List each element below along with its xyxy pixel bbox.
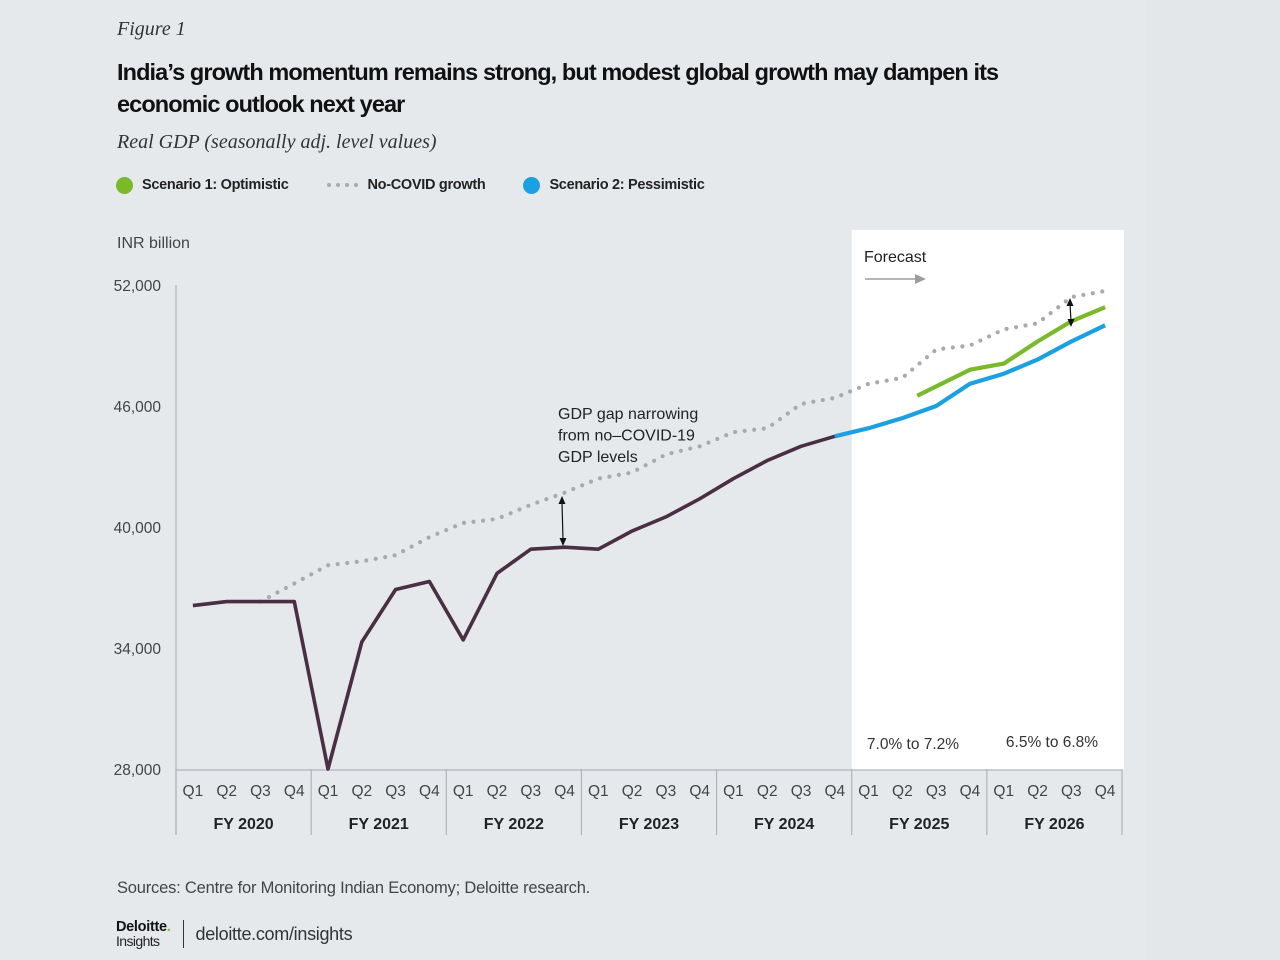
- x-tick-quarter: Q4: [284, 783, 305, 800]
- sources-note: Sources: Centre for Monitoring Indian Ec…: [117, 879, 591, 897]
- x-tick-quarter: Q3: [791, 783, 812, 800]
- legend-label: No-COVID growth: [367, 177, 486, 193]
- annotations: GDP gap narrowing from no–COVID-19 GDP lev…: [558, 249, 1098, 753]
- legend-dotted-line-icon: [326, 183, 358, 187]
- x-tick-quarter: Q4: [824, 783, 845, 800]
- x-tick-quarter: Q1: [183, 783, 204, 800]
- x-tick-quarter: Q2: [487, 783, 508, 800]
- x-tick-fiscal-year: FY 2025: [889, 816, 949, 833]
- deloitte-insights-logo: Deloitte. Insights: [116, 920, 171, 948]
- x-tick-quarter: Q1: [993, 783, 1014, 800]
- brand-sub: Insights: [116, 933, 160, 949]
- series-line-no-covid-growth: [258, 288, 1108, 604]
- x-tick-quarter: Q4: [689, 783, 710, 800]
- x-tick-quarter: Q2: [351, 783, 372, 800]
- double-arrow-icon: [1066, 298, 1075, 327]
- legend-item-optimistic: Scenario 1: Optimistic: [116, 176, 289, 194]
- x-tick-quarter: Q4: [960, 783, 981, 800]
- x-tick-quarter: Q3: [250, 783, 271, 800]
- x-tick-quarter: Q3: [926, 783, 947, 800]
- figure-label: Figure 1: [117, 18, 186, 40]
- growth-rate-fy2026: 6.5% to 6.8%: [1006, 734, 1098, 751]
- y-axis-ticks: 28,000 34,000 40,000 46,000 52,000: [114, 278, 162, 779]
- annotation-line: GDP levels: [558, 449, 638, 466]
- x-tick-quarter: Q4: [554, 783, 575, 800]
- x-tick-quarter: Q1: [318, 783, 339, 800]
- x-tick-quarter: Q3: [520, 783, 541, 800]
- brand-url-link[interactable]: deloitte.com/insights: [195, 923, 353, 944]
- brand-name: Deloitte: [116, 919, 167, 935]
- y-tick-label: 34,000: [114, 641, 162, 658]
- y-tick-label: 52,000: [114, 278, 162, 295]
- forecast-arrow-icon: [865, 274, 926, 284]
- brand-divider: [182, 920, 184, 948]
- brand-footer: Deloitte. Insights deloitte.com/insights: [116, 920, 353, 948]
- legend-label: Scenario 2: Pessimistic: [549, 177, 705, 193]
- x-tick-fiscal-year: FY 2022: [484, 816, 544, 833]
- x-axis-labels: Q1 Q2 Q3 Q4 FY 2020 Q1 Q2 Q3 Q4 FY 2021 Q1 Q2 Q3 Q4 FY…: [175, 769, 1123, 835]
- x-tick-fiscal-year: FY 2023: [619, 816, 679, 833]
- y-tick-label: 28,000: [114, 762, 162, 779]
- brand-dot-icon: .: [166, 919, 171, 935]
- x-tick-quarter: Q3: [1061, 783, 1082, 800]
- x-tick-quarter: Q3: [656, 783, 677, 800]
- x-tick-quarter: Q1: [588, 783, 609, 800]
- x-tick-fiscal-year: FY 2021: [349, 816, 409, 833]
- chart-title: India’s growth momentum remains strong, …: [117, 59, 999, 117]
- x-tick-quarter: Q3: [385, 783, 406, 800]
- legend-dot-blue-icon: [523, 176, 541, 194]
- annotation-line: GDP gap narrowing: [558, 406, 698, 423]
- x-tick-quarter: Q1: [858, 783, 879, 800]
- x-tick-quarter: Q4: [419, 783, 440, 800]
- x-tick-fiscal-year: FY 2024: [754, 816, 814, 833]
- x-tick-quarter: Q2: [892, 783, 913, 800]
- legend-dot-green-icon: [116, 176, 133, 194]
- y-axis-unit-label: INR billion: [117, 235, 190, 252]
- series-line-scenario-1-optimistic: [916, 305, 1106, 398]
- y-tick-label: 40,000: [114, 520, 162, 537]
- y-tick-label: 46,000: [114, 399, 162, 416]
- x-tick-quarter: Q2: [622, 783, 643, 800]
- x-tick-fiscal-year: FY 2020: [213, 816, 273, 833]
- x-tick-fiscal-year: FY 2026: [1024, 816, 1084, 833]
- x-tick-quarter: Q4: [1095, 783, 1116, 800]
- forecast-region: [851, 230, 1124, 770]
- legend-item-no-covid: No-COVID growth: [326, 177, 486, 193]
- x-tick-quarter: Q2: [757, 783, 778, 800]
- growth-rate-fy2025: 7.0% to 7.2%: [867, 736, 959, 753]
- chart-subtitle: Real GDP (seasonally adj. level values): [117, 131, 437, 153]
- legend-label: Scenario 1: Optimistic: [142, 177, 289, 193]
- series-line-actual: [192, 434, 836, 771]
- legend: Scenario 1: Optimistic No-COVID growth S…: [116, 174, 743, 196]
- double-arrow-icon: [558, 496, 567, 546]
- annotation-gdp-gap: GDP gap narrowing from no–COVID-19 GDP lev…: [558, 406, 698, 466]
- x-tick-quarter: Q2: [1027, 783, 1048, 800]
- series-line-scenario-2-pessimistic: [834, 323, 1107, 439]
- x-tick-quarter: Q1: [453, 783, 474, 800]
- x-tick-quarter: Q2: [216, 783, 237, 800]
- series-lines: [192, 288, 1108, 771]
- annotation-line: from no–COVID-19: [558, 428, 695, 445]
- x-tick-quarter: Q1: [723, 783, 744, 800]
- forecast-label: Forecast: [864, 249, 927, 266]
- legend-item-pessimistic: Scenario 2: Pessimistic: [523, 176, 705, 194]
